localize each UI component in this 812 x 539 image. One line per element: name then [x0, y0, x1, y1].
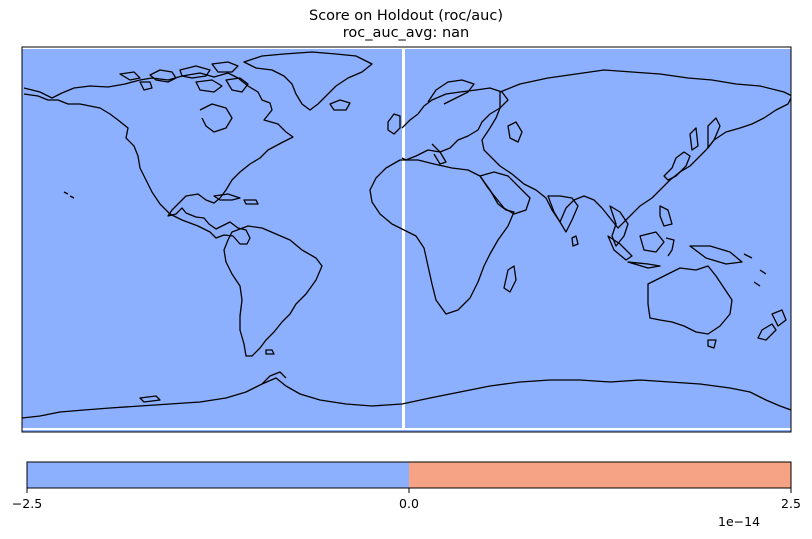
- coastline-falklands: [265, 349, 275, 355]
- chart-title: Score on Holdout (roc/auc): [309, 8, 503, 24]
- coastline-arctic-3: [211, 61, 239, 73]
- coastline-newguinea: [689, 245, 743, 265]
- colorbar-tick-label: −2.5: [11, 496, 43, 511]
- coastline-north-america: [23, 72, 294, 245]
- coastline-sakhalin: [689, 127, 699, 151]
- coastline-antarctica: [22, 377, 791, 419]
- coastline-hudson: [199, 103, 233, 133]
- coastline-hawaii: [63, 191, 75, 199]
- coastline-arctic-5: [225, 77, 249, 93]
- coastline-sumatra: [607, 235, 633, 261]
- coastline-asia: [481, 69, 791, 229]
- coastline-newzealand-s: [757, 323, 777, 341]
- coastline-australia: [647, 265, 733, 335]
- coastline-antarctic-island: [139, 395, 161, 403]
- colorbar-offset-label: 1e−14: [718, 514, 761, 529]
- coastline-madagascar: [503, 265, 517, 293]
- map-frame: [21, 46, 792, 433]
- map-background: [22, 47, 791, 432]
- coastline-africa: [369, 159, 515, 315]
- coastline-newzealand-n: [771, 309, 787, 327]
- coastline-arctic-1: [149, 69, 177, 83]
- coastline-tasmania: [707, 339, 717, 349]
- coastlines: [22, 51, 791, 419]
- coastline-pacific-islands: [743, 253, 767, 287]
- coastline-kamchatka: [707, 117, 721, 149]
- colorbar-segment-low: [27, 462, 409, 488]
- colorbar-tick-label: 0.0: [399, 496, 419, 511]
- colorbar-tick-label: 2.5: [781, 496, 801, 511]
- map-seam-meridian: [402, 47, 405, 430]
- coastline-hispaniola: [243, 199, 259, 205]
- coastline-antarctic-peninsula: [261, 371, 287, 385]
- coastline-philippines: [659, 205, 673, 227]
- map-seam-top: [22, 47, 791, 49]
- coastline-cuba: [213, 193, 241, 201]
- coastline-britain: [387, 113, 401, 135]
- coastline-srilanka: [571, 235, 579, 247]
- map-seam-bottom: [22, 428, 791, 430]
- coastline-arctic-7: [119, 71, 141, 81]
- coastline-arabia: [479, 171, 531, 215]
- coastline-italy: [431, 143, 447, 165]
- coastline-arctic-2: [179, 65, 211, 79]
- coastline-sulawesi: [665, 237, 675, 257]
- coastline-south-america: [223, 225, 323, 357]
- coastline-scandinavia: [427, 79, 475, 105]
- coastline-arctic-4: [195, 79, 223, 93]
- coastline-java: [627, 261, 661, 269]
- coastline-japan: [663, 151, 691, 181]
- coastline-iceland: [329, 99, 351, 111]
- colorbar-segment-high: [409, 462, 791, 488]
- coastline-india: [547, 195, 579, 233]
- coastline-greenland: [243, 51, 373, 111]
- coastline-arctic-6: [139, 81, 153, 91]
- coastline-borneo: [639, 231, 665, 253]
- chart-subtitle: roc_auc_avg: nan: [342, 25, 470, 41]
- coastline-indochina: [609, 205, 629, 247]
- coastline-caspian: [507, 121, 523, 143]
